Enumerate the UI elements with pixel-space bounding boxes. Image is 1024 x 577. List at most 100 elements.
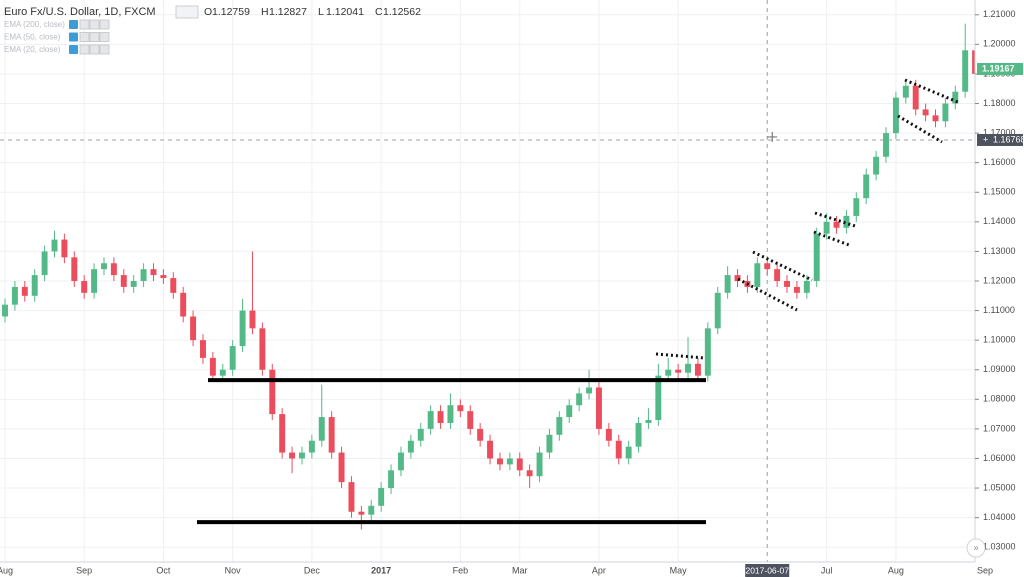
- y-tick-label: 1.11000: [983, 305, 1015, 315]
- candle-body: [556, 417, 563, 435]
- candle-body: [803, 281, 810, 293]
- header: Euro Fx/U.S. Dollar, 1D, FXCM: [4, 5, 199, 19]
- candle-body: [843, 215, 850, 228]
- x-tick-label: Apr: [592, 565, 606, 575]
- x-tick-label: Feb: [453, 565, 469, 575]
- candle-body: [31, 275, 38, 296]
- axes: 1.03000 1.04000 1.05000 1.06000 1.07000 1.080…: [0, 9, 1024, 577]
- candle-body: [110, 263, 117, 276]
- indicator-button[interactable]: [79, 32, 90, 42]
- ohlc-value: 1.12562: [383, 6, 421, 18]
- candle-body: [853, 198, 860, 216]
- indicator-button[interactable]: [99, 19, 110, 30]
- candle-body: [605, 428, 612, 441]
- candle-body: [675, 369, 682, 373]
- scroll-icon[interactable]: »: [973, 542, 978, 552]
- candle-body: [863, 174, 870, 199]
- candle-body: [714, 292, 721, 329]
- last-price-box: [977, 63, 1023, 76]
- candle-body: [160, 275, 167, 279]
- flag-patterns: [655, 78, 961, 360]
- candle-body: [259, 328, 266, 370]
- indicator-button[interactable]: [89, 44, 100, 55]
- candle-body: [952, 91, 959, 104]
- header-buttons[interactable]: [175, 5, 199, 19]
- indicator-label: EMA (200, close): [4, 20, 65, 29]
- plot: [0, 0, 988, 562]
- candle-body: [279, 414, 286, 453]
- candle-body: [506, 458, 513, 465]
- indicator-button[interactable]: [89, 19, 100, 30]
- candle-body: [615, 440, 622, 459]
- symbol: Euro Fx/U.S. Dollar, 1D, FXCM: [4, 6, 156, 18]
- ohlc-key: L: [318, 6, 324, 18]
- x-tick-label: Sep: [977, 565, 993, 575]
- candle-body: [704, 328, 711, 376]
- candle-body: [962, 50, 969, 92]
- candle-body: [170, 278, 177, 293]
- candle-body: [477, 428, 484, 441]
- candle-body: [219, 369, 226, 376]
- flag-line: [752, 250, 813, 282]
- candle-body: [724, 275, 731, 293]
- candle-body: [586, 387, 593, 394]
- candle-body: [249, 310, 256, 329]
- candle-body: [754, 263, 761, 287]
- x-tick-label: Nov: [225, 565, 242, 575]
- candle-body: [120, 275, 127, 287]
- indicator-button[interactable]: [99, 44, 110, 55]
- indicator-eye[interactable]: [69, 20, 78, 29]
- candle-body: [358, 511, 365, 515]
- ohlc-value: 1.12827: [269, 6, 307, 18]
- y-tick-label: 1.10000: [983, 335, 1016, 345]
- candle-body: [91, 269, 98, 293]
- candle-body: [437, 411, 444, 423]
- indicator-eye[interactable]: [69, 45, 78, 54]
- x-tick-label: Dec: [304, 565, 321, 575]
- candle-body: [793, 286, 800, 293]
- candle-body: [595, 387, 602, 429]
- candle-body: [635, 422, 642, 447]
- y-tick-label: 1.04000: [983, 512, 1016, 522]
- candle-body: [388, 470, 395, 489]
- x-tick-label: Aug: [888, 565, 904, 575]
- crosshair-plus: +: [983, 134, 988, 144]
- ohlc-key: O: [204, 6, 212, 18]
- x-tick-label: Jul: [821, 565, 833, 575]
- y-tick-label: 1.13000: [983, 246, 1016, 256]
- candle-body: [11, 286, 18, 305]
- flag-line: [655, 352, 706, 360]
- indicator-button[interactable]: [79, 44, 90, 55]
- candle-body: [140, 269, 147, 281]
- candle-body: [546, 434, 553, 453]
- x-tick-label: Aug: [0, 565, 13, 575]
- candle-body: [51, 239, 58, 252]
- candle-body: [922, 109, 929, 116]
- indicator-button[interactable]: [99, 32, 110, 42]
- scroll-button[interactable]: [966, 538, 986, 558]
- ohlc-key: C: [375, 6, 383, 18]
- candle-body: [883, 133, 889, 157]
- candle-body: [299, 452, 305, 459]
- candle-body: [2, 304, 8, 317]
- candle-body: [328, 417, 335, 453]
- candle-body: [150, 269, 157, 276]
- indicator-button[interactable]: [89, 32, 100, 42]
- candle-body: [209, 357, 216, 376]
- candle-body: [378, 488, 385, 506]
- indicator-button[interactable]: [79, 19, 90, 30]
- indicator-label: EMA (20, close): [4, 45, 61, 54]
- indicator-eye[interactable]: [69, 32, 78, 42]
- candle-body: [487, 440, 494, 459]
- indicator-label: EMA (50, close): [4, 33, 61, 42]
- candle-body: [397, 452, 404, 471]
- x-tick-label: May: [670, 565, 688, 575]
- candle-body: [101, 263, 107, 270]
- candle-body: [467, 411, 474, 429]
- candle-body: [536, 452, 543, 477]
- y-tick-label: 1.16000: [983, 157, 1016, 167]
- candle-body: [665, 369, 672, 376]
- candle-body: [942, 103, 949, 122]
- flag-line: [814, 211, 856, 228]
- candle-body: [338, 452, 345, 483]
